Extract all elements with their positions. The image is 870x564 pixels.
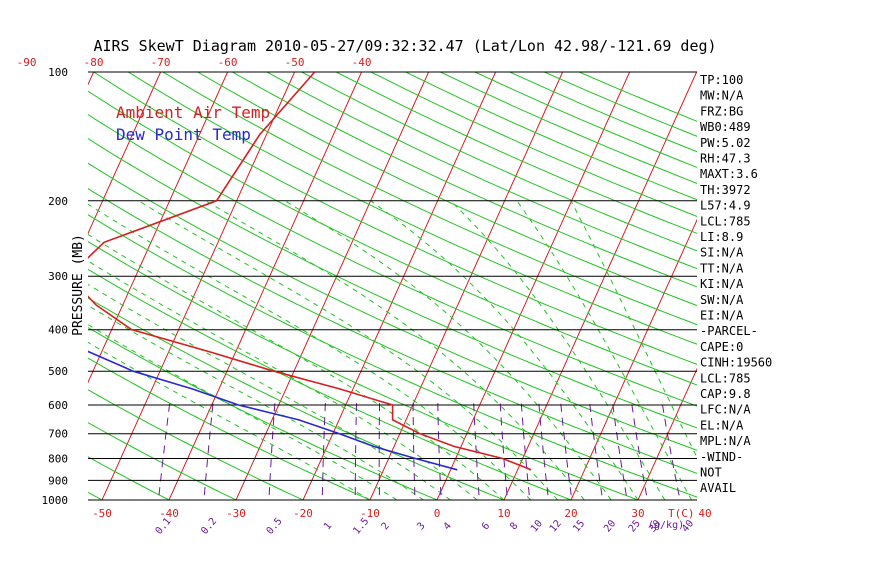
mixing-ratio-unit-label: (g/kg) <box>648 520 684 531</box>
dry-adiabat-line <box>0 72 51 509</box>
legend-entry: Dew Point Temp <box>116 125 251 144</box>
index-entry: CAP:9.8 <box>700 387 751 401</box>
index-entry: MAXT:3.6 <box>700 167 758 181</box>
mixing-ratio-line <box>438 400 442 509</box>
index-entry: LCL:785 <box>700 214 751 228</box>
moist-adiabat-line <box>36 201 504 500</box>
index-entry: NOT <box>700 466 722 480</box>
pressure-tick-label: 100 <box>48 66 68 79</box>
temp-tick-label-top: -40 <box>352 56 372 69</box>
dry-adiabat-line <box>0 72 119 509</box>
temp-tick-label-bottom: 0 <box>434 507 441 520</box>
temp-tick-label-top: -50 <box>285 56 305 69</box>
y-axis-label: PRESSURE (MB) <box>71 234 86 336</box>
temp-tick-label-bottom: -30 <box>226 507 246 520</box>
mixing-ratio-line <box>500 400 508 509</box>
mixing-ratio-tick-label: 25 <box>627 518 643 534</box>
index-entry: L57:4.9 <box>700 199 751 213</box>
index-entry: KI:N/A <box>700 277 744 291</box>
pressure-tick-label: 900 <box>48 474 68 487</box>
temp-tick-label-bottom: 40 <box>698 507 711 520</box>
index-entry: MPL:N/A <box>700 434 751 448</box>
temp-tick-label-top: -60 <box>218 56 238 69</box>
index-entry: LI:8.9 <box>700 230 743 244</box>
temp-tick-label-bottom: 10 <box>497 507 510 520</box>
moist-adiabat-line <box>451 201 665 500</box>
temp-tick-label-bottom: -40 <box>159 507 179 520</box>
index-entry: PW:5.02 <box>700 136 751 150</box>
index-entry: SW:N/A <box>700 293 744 307</box>
mixing-ratio-tick-label: 3 <box>415 521 427 533</box>
temp-tick-label-top: -70 <box>151 56 171 69</box>
index-entry: FRZ:BG <box>700 104 743 118</box>
index-entry: TH:3972 <box>700 183 751 197</box>
mixing-ratio-tick-label: 15 <box>571 518 587 534</box>
index-entry: LFC:N/A <box>700 403 751 417</box>
mixing-ratio-tick-label: 12 <box>548 518 564 534</box>
mixing-ratio-tick-label: 2 <box>380 521 392 533</box>
dry-adiabat-line <box>0 72 595 509</box>
chart-title: AIRS SkewT Diagram 2010-05-27/09:32:32.4… <box>93 37 716 55</box>
dry-adiabat-line <box>406 72 870 509</box>
index-entry: AVAIL <box>700 481 736 495</box>
isotherm-line <box>839 72 870 500</box>
temp-tick-label-bottom: -20 <box>293 507 313 520</box>
temp-unit-label: T(C) <box>668 507 695 520</box>
dry-adiabat-line <box>440 72 870 509</box>
pressure-tick-label: 400 <box>48 324 68 337</box>
mixing-ratio-tick-label: 20 <box>602 518 618 534</box>
dry-adiabat-line <box>198 72 870 509</box>
index-entry: EL:N/A <box>700 418 744 432</box>
indices-panel: TP:100MW:N/AFRZ:BGWB0:489PW:5.02RH:47.3M… <box>700 73 772 495</box>
pressure-tick-label: 600 <box>48 399 68 412</box>
pressure-tick-label: 500 <box>48 365 68 378</box>
temp-tick-label-top: -90 <box>17 56 37 69</box>
pressure-tick-label: 1000 <box>42 494 69 507</box>
legend-entry: Ambient Air Temp <box>116 103 270 122</box>
mixing-ratio-tick-label: 0.2 <box>199 516 219 537</box>
index-entry: -WIND- <box>700 450 743 464</box>
index-entry: MW:N/A <box>700 89 744 103</box>
moist-adiabat-line <box>517 201 692 500</box>
mixing-ratio-line <box>355 400 357 509</box>
pressure-tick-label: 300 <box>48 270 68 283</box>
index-entry: WB0:489 <box>700 120 751 134</box>
isotherm-line <box>772 72 870 500</box>
index-entry: TP:100 <box>700 73 743 87</box>
pressure-tick-label: 700 <box>48 428 68 441</box>
mixing-ratio-line <box>662 400 682 509</box>
pressure-tick-label: 800 <box>48 453 68 466</box>
index-entry: TT:N/A <box>700 261 744 275</box>
mixing-ratio-tick-label: 1 <box>322 521 334 533</box>
index-entry: LCL:785 <box>700 371 751 385</box>
pressure-tick-label: 200 <box>48 195 68 208</box>
mixing-ratio-tick-label: 10 <box>529 518 545 534</box>
index-entry: SI:N/A <box>700 246 744 260</box>
mixing-ratio-line <box>158 400 171 509</box>
mixing-ratio-tick-label: 4 <box>442 521 454 533</box>
mixing-ratio-line <box>612 400 628 509</box>
index-entry: CAPE:0 <box>700 340 743 354</box>
mixing-ratio-line <box>561 400 574 509</box>
mixing-ratio-tick-label: 0.5 <box>265 516 285 537</box>
dry-adiabat-line <box>0 72 663 509</box>
dry-adiabat-line <box>475 72 870 509</box>
mixing-ratio-tick-label: 8 <box>508 521 520 533</box>
temp-tick-label-bottom: 20 <box>564 507 577 520</box>
temp-tick-label-bottom: -50 <box>92 507 112 520</box>
index-entry: RH:47.3 <box>700 152 751 166</box>
index-entry: CINH:19560 <box>700 356 772 370</box>
mixing-ratio-tick-label: 6 <box>480 521 492 533</box>
isotherm-line <box>0 72 27 500</box>
temp-tick-label-top: -80 <box>84 56 104 69</box>
index-entry: EI:N/A <box>700 309 744 323</box>
index-entry: -PARCEL- <box>700 324 758 338</box>
